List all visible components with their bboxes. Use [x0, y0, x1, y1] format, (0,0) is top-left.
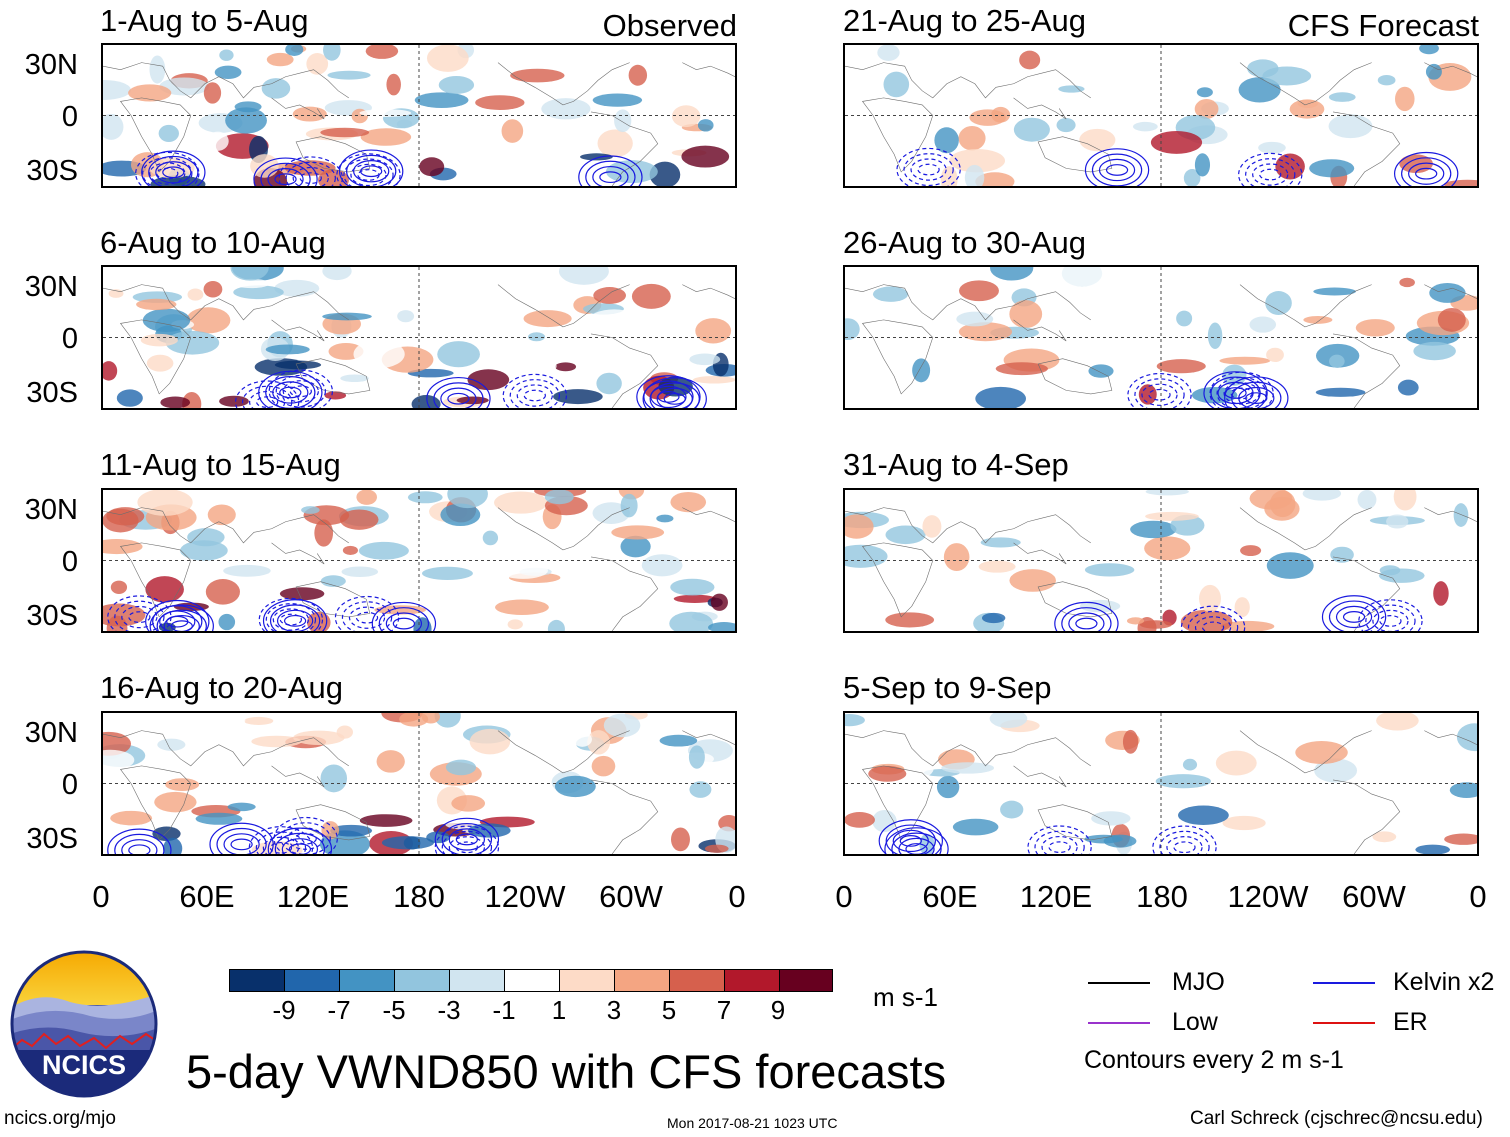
xlabel-left-180: 180 [393, 879, 445, 914]
colorbar-tick-7: 3 [606, 995, 622, 1025]
map-panel-fcst-1 [843, 43, 1479, 188]
map-panel-obs-3 [101, 488, 737, 633]
ncics-logo[interactable]: NCICS [10, 950, 158, 1098]
legend-line-kelvin [1313, 982, 1375, 984]
xlabel-right-0: 0 [835, 879, 853, 914]
xlabel-right-60w: 60W [1342, 879, 1406, 914]
colorbar-box-8 [614, 969, 670, 992]
ylabel-30n-row3: 30N [24, 494, 78, 526]
colorbar-tick-6: 1 [551, 995, 567, 1025]
footer-author[interactable]: Carl Schreck (cjschrec@ncsu.edu) [1190, 1108, 1483, 1129]
xlabel-right-60e: 60E [922, 879, 978, 914]
ncics-logo-graphic [10, 950, 158, 1098]
panel-title-obs-1: 1-Aug to 5-Aug [100, 3, 309, 38]
colorbar-tick-3: -5 [382, 995, 406, 1025]
map-panel-fcst-4 [843, 711, 1479, 856]
map-obs-1 [103, 45, 735, 186]
xlabel-right-360: 0 [1469, 879, 1487, 914]
colorbar-box-1 [229, 969, 285, 992]
xlabel-left-60w: 60W [599, 879, 663, 914]
ncics-logo-text: NCICS [41, 1050, 126, 1080]
xlabel-left-120e: 120E [276, 879, 350, 914]
ylabel-0-row2: 0 [61, 323, 78, 355]
legend-label-mjo: MJO [1172, 968, 1225, 996]
map-panel-fcst-2 [843, 265, 1479, 410]
colorbar-tick-9: 7 [716, 995, 732, 1025]
xlabel-left-0: 0 [92, 879, 110, 914]
panel-title-obs-3: 11-Aug to 15-Aug [100, 447, 341, 482]
legend-line-er [1313, 1022, 1375, 1024]
chart-title: 5-day VWND850 with CFS forecasts [186, 1045, 947, 1098]
ylabel-30s-row2: 30S [26, 377, 78, 409]
xlabel-right-180: 180 [1136, 879, 1188, 914]
cfs-forecast-label: CFS Forecast [1287, 8, 1479, 43]
colorbar-units: m s-1 [873, 982, 938, 1012]
ylabel-30n-row1: 30N [24, 49, 78, 81]
colorbar-box-6 [504, 969, 560, 992]
contour-interval-note: Contours every 2 m s-1 [1084, 1046, 1344, 1074]
map-fcst-2 [845, 267, 1477, 408]
map-fcst-3 [845, 490, 1477, 631]
panel-title-obs-2: 6-Aug to 10-Aug [100, 225, 326, 260]
colorbar-tick-4: -3 [437, 995, 461, 1025]
legend-line-low [1088, 1022, 1150, 1024]
observed-label: Observed [602, 8, 737, 43]
xlabel-left-60e: 60E [179, 879, 235, 914]
legend-label-er: ER [1393, 1008, 1428, 1036]
map-panel-obs-2 [101, 265, 737, 410]
colorbar-box-11 [779, 969, 833, 992]
xlabel-left-360: 0 [728, 879, 746, 914]
legend-label-low: Low [1172, 1008, 1218, 1036]
ylabel-30s-row1: 30S [26, 155, 78, 187]
panel-title-fcst-4: 5-Sep to 9-Sep [843, 670, 1052, 705]
map-obs-3 [103, 490, 735, 631]
map-fcst-4 [845, 713, 1477, 854]
colorbar-box-4 [394, 969, 450, 992]
colorbar-tick-1: -9 [272, 995, 296, 1025]
panel-title-fcst-1: 21-Aug to 25-Aug [843, 3, 1087, 38]
panel-title-fcst-2: 26-Aug to 30-Aug [843, 225, 1087, 260]
xlabel-right-120w: 120W [1227, 879, 1309, 914]
legend-line-mjo [1088, 982, 1150, 984]
colorbar-box-7 [559, 969, 615, 992]
colorbar-box-5 [449, 969, 505, 992]
colorbar-box-9 [669, 969, 725, 992]
map-obs-2 [103, 267, 735, 408]
xlabel-left-120w: 120W [484, 879, 566, 914]
map-panel-obs-4 [101, 711, 737, 856]
colorbar-box-3 [339, 969, 395, 992]
ylabel-0-row3: 0 [61, 546, 78, 578]
colorbar-tick-5: -1 [492, 995, 516, 1025]
ylabel-30n-row2: 30N [24, 271, 78, 303]
ylabel-30s-row3: 30S [26, 600, 78, 632]
map-panel-obs-1 [101, 43, 737, 188]
footer-timestamp: Mon 2017-08-21 1023 UTC [667, 1115, 838, 1131]
colorbar-box-10 [724, 969, 780, 992]
map-obs-4 [103, 713, 735, 854]
xlabel-right-120e: 120E [1019, 879, 1093, 914]
ylabel-30n-row4: 30N [24, 717, 78, 749]
colorbar-tick-8: 5 [661, 995, 677, 1025]
panel-title-obs-4: 16-Aug to 20-Aug [100, 670, 344, 705]
colorbar-tick-10: 9 [770, 995, 786, 1025]
legend-label-kelvin: Kelvin x2 [1393, 968, 1495, 996]
colorbar-box-2 [284, 969, 340, 992]
ylabel-0-row1: 0 [61, 101, 78, 133]
ylabel-0-row4: 0 [61, 769, 78, 801]
colorbar-tick-2: -7 [327, 995, 351, 1025]
footer-url[interactable]: ncics.org/mjo [4, 1108, 116, 1129]
map-panel-fcst-3 [843, 488, 1479, 633]
ylabel-30s-row4: 30S [26, 823, 78, 855]
map-fcst-1 [845, 45, 1477, 186]
panel-title-fcst-3: 31-Aug to 4-Sep [843, 447, 1069, 482]
